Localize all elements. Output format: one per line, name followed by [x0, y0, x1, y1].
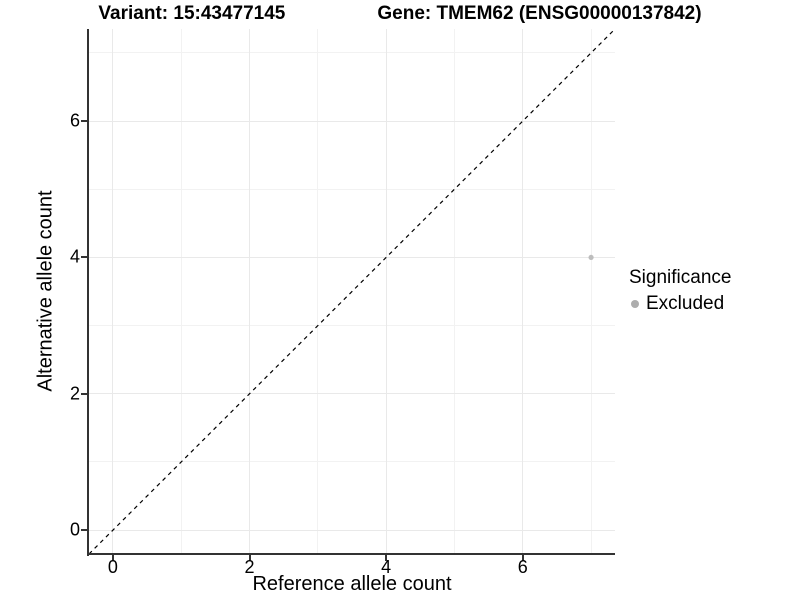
x-tick-mark	[111, 555, 114, 561]
major-gridline-y	[89, 120, 615, 122]
plot-title-variant: Variant: 15:43477145	[98, 3, 286, 24]
major-gridline-y	[89, 529, 615, 531]
minor-gridline-x	[180, 29, 182, 554]
y-tick-mark	[81, 392, 87, 395]
major-gridline-y	[89, 256, 615, 258]
major-gridline-x	[112, 29, 114, 554]
plot-draw-layer	[89, 29, 615, 554]
legend-title: Significance	[629, 267, 732, 288]
legend-point-icon	[631, 300, 639, 308]
major-gridline-x	[249, 29, 251, 554]
data-point-excluded	[588, 254, 594, 261]
y-tick-mark	[81, 120, 87, 123]
plot-title: Variant: 15:43477145 Gene: TMEM62 (ENSG0…	[0, 3, 800, 25]
x-tick-mark	[521, 555, 524, 561]
x-tick-mark	[248, 555, 251, 561]
y-tick-label: 0	[69, 519, 80, 540]
major-gridline-y	[89, 393, 615, 395]
x-tick-mark	[385, 555, 388, 561]
x-tick-label: 4	[381, 557, 392, 577]
x-axis-line	[87, 553, 615, 555]
x-tick-label: 2	[244, 557, 255, 577]
minor-gridline-y	[89, 188, 615, 190]
y-axis-line	[87, 29, 89, 556]
legend-entry-excluded: Excluded	[629, 293, 731, 315]
minor-gridline-y	[89, 52, 615, 54]
minor-gridline-y	[89, 325, 615, 327]
y-tick-mark	[81, 529, 87, 532]
legend: Significance Excluded	[629, 267, 731, 315]
plot-title-gene: Gene: TMEM62 (ENSG00000137842)	[377, 3, 702, 24]
plot-panel	[89, 29, 615, 554]
identity-reference-line	[89, 29, 615, 554]
minor-gridline-y	[89, 461, 615, 463]
major-gridline-x	[522, 29, 524, 554]
minor-gridline-x	[590, 29, 592, 554]
y-axis-title: Alternative allele count	[34, 190, 57, 392]
x-axis-title: Reference allele count	[252, 573, 452, 595]
minor-gridline-x	[453, 29, 455, 554]
major-gridline-x	[385, 29, 387, 554]
y-tick-label: 6	[69, 110, 80, 131]
minor-gridline-x	[317, 29, 319, 554]
x-tick-label: 6	[517, 557, 528, 577]
legend-entry-label: Excluded	[646, 293, 725, 314]
y-tick-mark	[81, 256, 87, 259]
x-tick-label: 0	[107, 557, 118, 577]
y-tick-label: 2	[69, 383, 80, 404]
y-tick-label: 4	[69, 246, 80, 267]
